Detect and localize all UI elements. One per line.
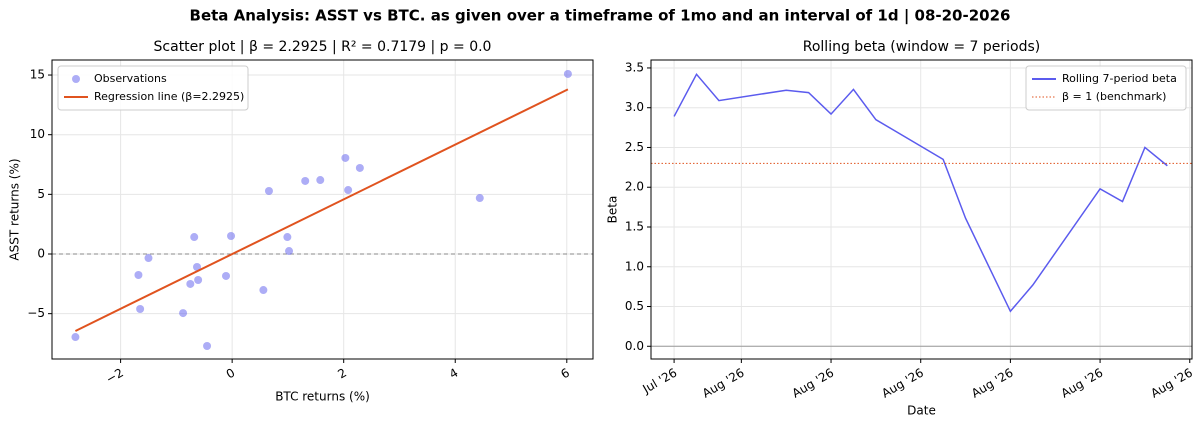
y-tick-label: 0.0: [625, 339, 644, 353]
scatter-point: [194, 276, 203, 285]
y-tick-label: 10: [30, 127, 45, 141]
x-tick-label: 2: [335, 366, 349, 382]
y-tick-label: 3.5: [625, 60, 644, 74]
line-series: [74, 88, 569, 332]
x-tick-label: −2: [104, 366, 126, 387]
y-axis-label: Beta: [606, 196, 620, 224]
x-tick-label: 0: [224, 366, 238, 382]
subplot-title: Rolling beta (window = 7 periods): [803, 39, 1040, 55]
y-tick-label: 1.0: [625, 259, 644, 273]
legend-swatch: [72, 75, 80, 83]
scatter-point: [134, 271, 143, 280]
y-tick-label: 2.0: [625, 180, 644, 194]
y-axis-label: ASST returns (%): [8, 158, 22, 260]
scatter-point: [222, 271, 231, 280]
scatter-point: [227, 231, 236, 240]
subplot: Rolling beta (window = 7 periods) Date Bet…: [606, 39, 1196, 418]
scatter-point: [190, 233, 199, 242]
figure-title: Beta Analysis: ASST vs BTC. as given ove…: [190, 7, 1011, 26]
scatter-point: [71, 333, 80, 342]
x-tick-label: Aug '26: [700, 366, 747, 401]
legend-label: Regression line (β=2.2925): [94, 90, 244, 103]
scatter-point: [136, 305, 145, 314]
scatter-point: [355, 163, 364, 172]
x-tick-label: Aug '26: [1148, 366, 1195, 401]
scatter-point: [285, 247, 294, 256]
scatter-point: [341, 153, 350, 162]
axes-frame: [650, 59, 1193, 360]
scatter-point: [193, 263, 202, 272]
y-tick-label: 0.5: [625, 299, 644, 313]
scatter-point: [144, 254, 153, 263]
scatter-point: [316, 176, 325, 185]
x-tick-label: Aug '26: [879, 366, 926, 401]
x-tick-label: Jul '26: [640, 366, 680, 397]
scatter-point: [264, 187, 273, 196]
scatter-point: [179, 309, 188, 318]
scatter-point: [283, 233, 292, 242]
x-tick-label: Aug '26: [969, 366, 1016, 401]
y-tick-label: 2.5: [625, 140, 644, 154]
y-tick-label: 1.5: [625, 219, 644, 233]
x-tick-label: Aug '26: [790, 366, 837, 401]
legend-label: Observations: [94, 72, 167, 85]
y-tick-label: 15: [30, 68, 45, 82]
x-tick-label: 4: [447, 366, 461, 382]
x-tick-label: 6: [558, 366, 572, 382]
scatter-point: [475, 194, 484, 203]
scatter-point: [344, 186, 353, 195]
y-tick-label: 3.0: [625, 100, 644, 114]
scatter-point: [259, 286, 268, 295]
legend-label: Rolling 7-period beta: [1062, 72, 1177, 85]
scatter-point: [301, 176, 310, 185]
y-tick-label: 0: [37, 247, 45, 261]
subplot: Scatter plot | β = 2.2925 | R² = 0.7179 …: [8, 39, 594, 404]
scatter-point: [203, 341, 212, 350]
subplot-title: Scatter plot | β = 2.2925 | R² = 0.7179 …: [154, 39, 492, 55]
x-axis-label: Date: [907, 404, 936, 418]
scatter-point: [186, 279, 195, 288]
scatter-point: [563, 69, 572, 78]
legend-box: [1025, 65, 1187, 111]
x-axis-label: BTC returns (%): [275, 390, 370, 404]
y-tick-label: 5: [37, 187, 45, 201]
legend-box: [57, 65, 249, 111]
legend-label: β = 1 (benchmark): [1062, 90, 1166, 103]
x-tick-label: Aug '26: [1059, 366, 1106, 401]
line-series: [673, 72, 1168, 313]
axes-frame: [51, 59, 594, 360]
y-tick-label: −5: [27, 306, 45, 320]
